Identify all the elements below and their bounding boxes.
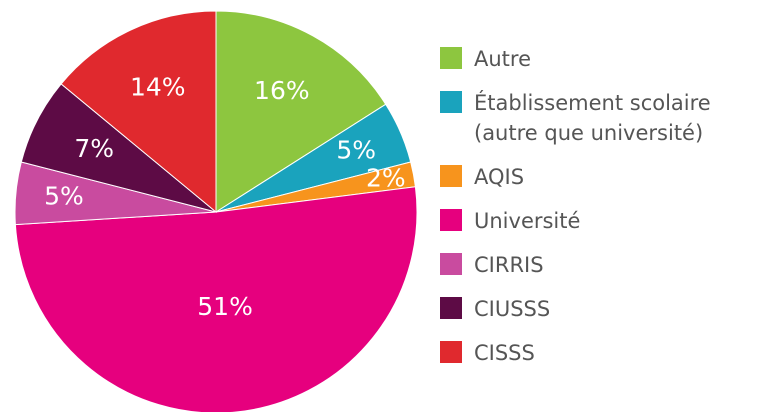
legend-swatch	[440, 209, 462, 231]
legend-swatch	[440, 91, 462, 113]
legend-item: CISSS	[440, 338, 760, 368]
legend-item: Autre	[440, 44, 760, 74]
legend: Autre Établissement scolaire (autre que u…	[440, 44, 760, 382]
legend-swatch	[440, 165, 462, 187]
legend-swatch	[440, 297, 462, 319]
legend-item: CIUSSS	[440, 294, 760, 324]
legend-label: Autre	[474, 47, 532, 71]
legend-label: CIRRIS	[474, 253, 544, 277]
slice-label: 51%	[197, 292, 253, 321]
slice-label: 5%	[44, 182, 84, 211]
legend-label: Université	[474, 209, 581, 233]
legend-swatch	[440, 47, 462, 69]
slice-label: 16%	[254, 76, 310, 105]
legend-label: CISSS	[474, 341, 535, 365]
slice	[215, 10, 387, 213]
legend-item: CIRRIS	[440, 250, 760, 280]
slice	[14, 186, 418, 412]
legend-item: Université	[440, 206, 760, 236]
legend-item: Établissement scolaire (autre que univer…	[440, 88, 760, 148]
legend-swatch	[440, 253, 462, 275]
slice-label: 7%	[74, 134, 114, 163]
legend-label: AQIS	[474, 165, 525, 189]
legend-item: AQIS	[440, 162, 760, 192]
slice-label: 2%	[366, 164, 406, 193]
legend-swatch	[440, 341, 462, 363]
slice	[60, 10, 217, 214]
slice-label: 5%	[336, 135, 376, 164]
legend-label: CIUSSS	[474, 297, 551, 321]
slice-label: 14%	[130, 72, 186, 101]
legend-label: Établissement scolaire (autre que univer…	[474, 91, 711, 145]
